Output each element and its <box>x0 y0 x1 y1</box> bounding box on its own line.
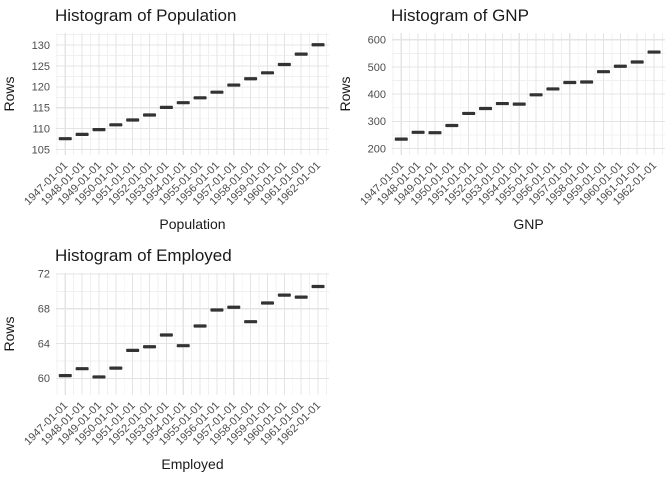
data-mark <box>244 77 258 81</box>
data-mark <box>294 52 308 56</box>
data-mark <box>563 80 577 85</box>
data-mark <box>445 123 459 128</box>
y-axis-title: Rows <box>337 76 353 111</box>
data-mark <box>596 70 610 74</box>
y-tick-label: 130 <box>32 40 50 52</box>
data-mark <box>210 308 224 312</box>
data-mark <box>109 123 123 127</box>
data-mark <box>159 333 173 337</box>
y-tick-label: 68 <box>38 304 50 316</box>
data-mark <box>143 113 157 117</box>
data-mark <box>58 137 72 141</box>
data-mark <box>260 301 274 305</box>
y-tick-label: 200 <box>368 143 386 155</box>
y-tick-label: 300 <box>368 116 386 128</box>
y-tick-label: 72 <box>38 269 50 281</box>
data-mark <box>277 62 291 67</box>
data-mark <box>479 106 493 111</box>
y-tick-label: 400 <box>368 89 386 101</box>
y-tick-label: 64 <box>38 338 50 350</box>
data-mark <box>75 367 89 371</box>
gnp-chart-cell: Histogram of GNP Rows GNP 200 300 400 500 600 19… <box>336 0 672 240</box>
data-mark <box>126 118 140 122</box>
y-axis-title: Rows <box>1 76 17 111</box>
data-mark <box>58 374 72 378</box>
data-mark <box>75 132 89 136</box>
data-mark <box>613 64 627 68</box>
data-mark <box>227 305 241 309</box>
data-mark <box>546 87 560 91</box>
y-tick-label: 105 <box>32 144 50 156</box>
employed-chart: Histogram of Employed Rows Employed 60 64 68 7… <box>1 246 329 472</box>
data-mark <box>193 96 207 100</box>
data-mark <box>260 71 274 75</box>
y-tick-label: 600 <box>368 35 386 47</box>
data-mark <box>92 128 106 132</box>
chart-title: Histogram of Employed <box>55 246 232 265</box>
data-mark <box>529 93 543 97</box>
data-mark <box>227 83 241 87</box>
data-mark <box>311 43 325 47</box>
y-axis-title: Rows <box>1 316 17 351</box>
data-mark <box>159 105 173 109</box>
data-mark <box>193 324 207 328</box>
data-mark <box>210 90 224 94</box>
population-chart: Histogram of Population Rows Population 105… <box>1 6 329 232</box>
y-tick-label: 110 <box>32 123 50 135</box>
data-mark <box>176 344 190 348</box>
y-tick-label: 125 <box>32 61 50 73</box>
chart-title: Histogram of GNP <box>391 6 529 25</box>
data-mark <box>126 348 140 352</box>
employed-chart-cell: Histogram of Employed Rows Employed 60 64 68 7… <box>0 240 336 480</box>
gnp-chart: Histogram of GNPRowsGNP20030040050060019… <box>337 6 665 232</box>
x-axis-title: GNP <box>513 216 543 232</box>
y-tick-label: 115 <box>32 103 50 115</box>
empty-panel <box>336 240 672 480</box>
y-tick-label: 60 <box>38 373 50 385</box>
data-mark <box>411 130 425 134</box>
data-mark <box>428 131 442 135</box>
data-mark <box>294 295 308 299</box>
data-mark <box>647 50 661 54</box>
data-mark <box>462 111 476 116</box>
data-mark <box>495 101 509 106</box>
data-mark <box>311 284 325 289</box>
y-tick-label: 500 <box>368 62 386 74</box>
y-tick-label: 120 <box>32 82 50 94</box>
chart-title: Histogram of Population <box>55 6 236 25</box>
data-mark <box>176 101 190 105</box>
data-mark <box>109 366 123 370</box>
data-mark <box>143 345 157 349</box>
data-mark <box>277 293 291 297</box>
x-axis-title: Population <box>159 216 225 232</box>
data-mark <box>244 320 258 324</box>
population-chart-cell: Histogram of Population Rows Population 105… <box>0 0 336 240</box>
data-mark <box>394 137 408 141</box>
data-mark <box>580 80 594 84</box>
x-axis-title: Employed <box>161 456 223 472</box>
data-mark <box>512 102 526 106</box>
data-mark <box>92 375 106 379</box>
data-mark <box>630 60 644 64</box>
